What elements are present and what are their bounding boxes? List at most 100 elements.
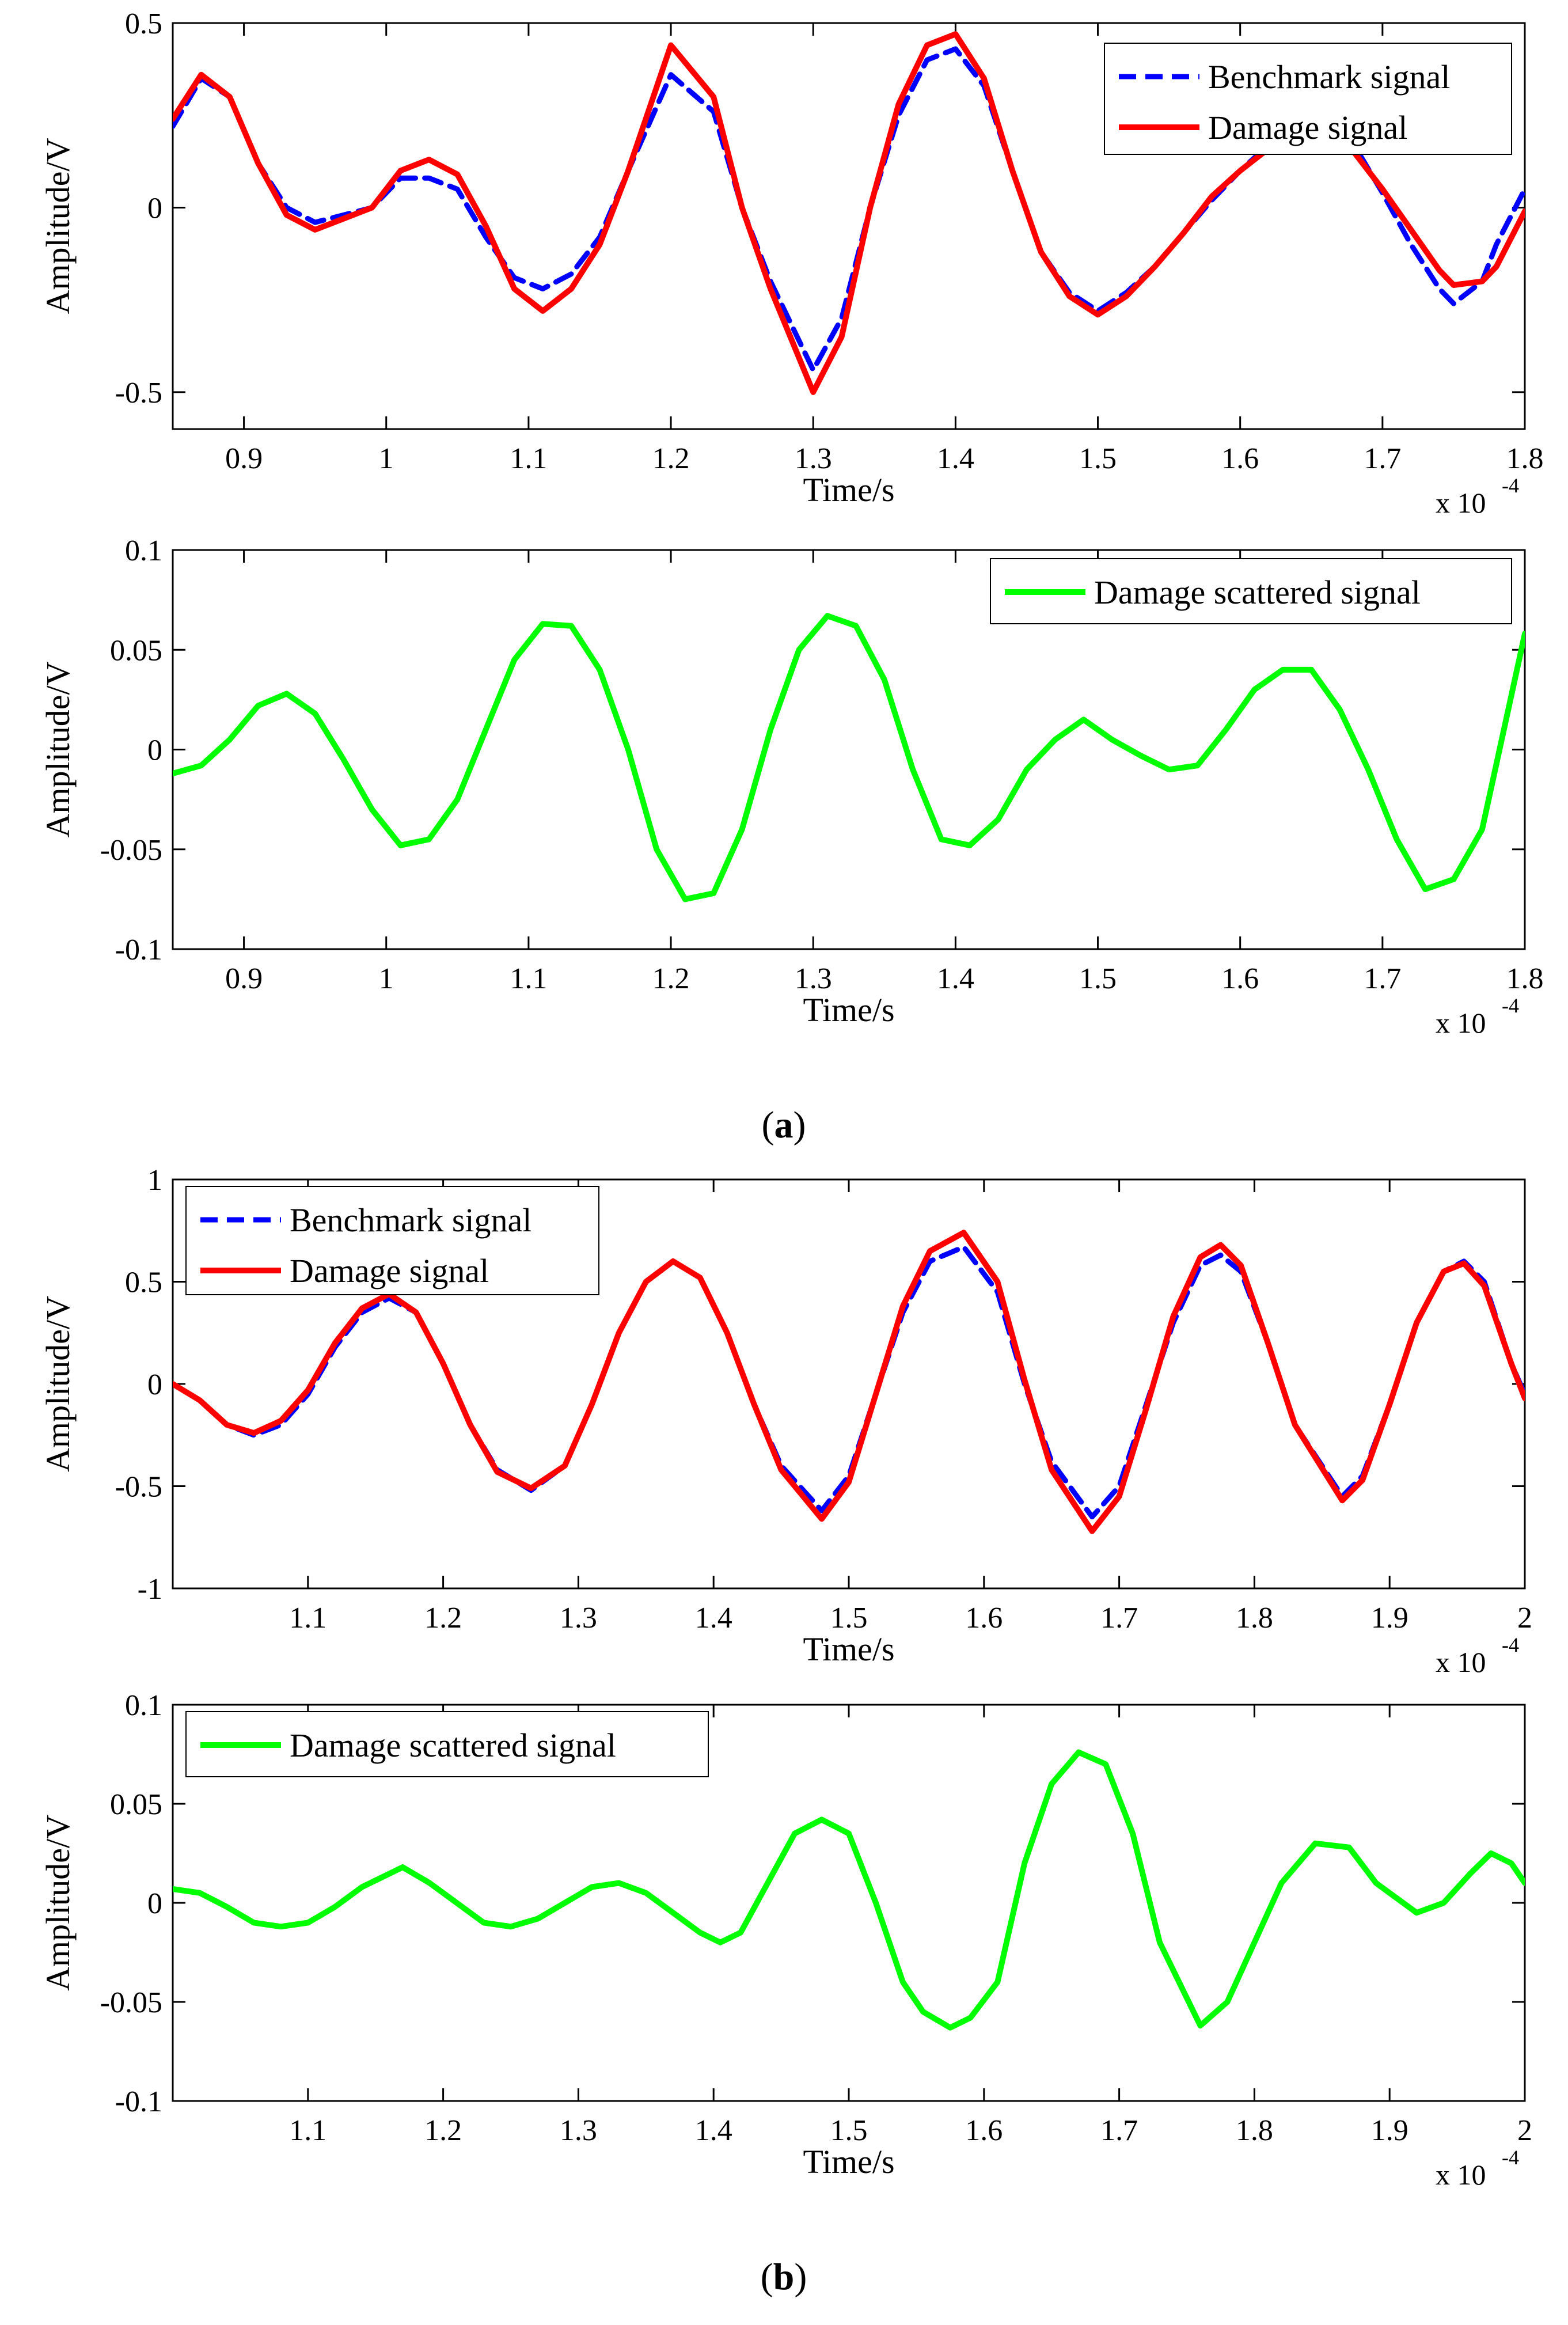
- x-tick-label: 2: [1517, 1602, 1532, 1634]
- x-tick-label: 1.4: [695, 1602, 732, 1634]
- y-tick-label: 0.1: [125, 1689, 162, 1722]
- x-axis-label: Time/s: [803, 991, 894, 1029]
- series-group: [173, 1749, 1525, 2031]
- y-tick-label: 0.5: [125, 1266, 162, 1299]
- legend-label: Benchmark signal: [290, 1201, 531, 1239]
- legend: Damage scattered signal: [990, 558, 1512, 624]
- chart-panel-a-top: 0.9 1 1.1 1.2 1.3 1.4 1.5 1.6 1.7 1.8 -0.5 0 0.5 Time…: [39, 7, 1544, 519]
- y-tick-label: 0: [147, 1887, 162, 1920]
- y-tick-label: 0.05: [110, 1788, 162, 1821]
- x-multiplier-label: x 10: [1436, 1007, 1486, 1039]
- x-tick-label: 1.4: [937, 442, 974, 475]
- x-tick-label: 1.1: [510, 962, 547, 995]
- y-tick-label: -1: [138, 1573, 162, 1606]
- legend-label: Damage signal: [290, 1252, 489, 1289]
- x-tick-label: 0.9: [225, 962, 263, 995]
- x-tick-label: 1.5: [830, 2114, 868, 2147]
- figure-caption-b: (b): [761, 2256, 807, 2298]
- y-tick-label: 0: [147, 1368, 162, 1401]
- y-axis-label: Amplitude/V: [39, 1815, 77, 1991]
- legend-box: [185, 1186, 599, 1295]
- y-tick-label: 0: [147, 192, 162, 225]
- x-tick-label: 1.5: [1079, 442, 1117, 475]
- x-tick-label: 1.5: [1079, 962, 1117, 995]
- series-group: [173, 1230, 1525, 1534]
- x-multiplier-label: x 10: [1436, 1646, 1486, 1678]
- y-tick-label: 0: [147, 734, 162, 767]
- y-tick-label: -0.05: [100, 1986, 162, 2019]
- x-axis-label: Time/s: [803, 471, 894, 509]
- x-tick-label: 1.6: [965, 2114, 1003, 2147]
- legend: Benchmark signal Damage signal: [1104, 43, 1512, 155]
- y-tick-label: 0.1: [125, 534, 162, 567]
- legend: Benchmark signal Damage signal: [185, 1186, 599, 1295]
- y-tick-label: 0.05: [110, 634, 162, 667]
- x-tick-label: 1.7: [1364, 962, 1401, 995]
- legend-label: Damage scattered signal: [1094, 574, 1421, 611]
- legend-label: Damage scattered signal: [290, 1727, 616, 1764]
- series-line-damage-signal: [173, 1230, 1525, 1534]
- y-tick-label: -0.5: [115, 377, 162, 409]
- x-tick-label: 1.5: [830, 1602, 868, 1634]
- chart-panel-b-top: 1.1 1.2 1.3 1.4 1.5 1.6 1.7 1.8 1.9 2 -1 -0.5 0 0.5 1 T…: [39, 1164, 1532, 1678]
- x-multiplier-exponent: -4: [1502, 994, 1519, 1017]
- series-line-damage-scattered-signal: [173, 1749, 1525, 2031]
- x-multiplier-label: x 10: [1436, 2159, 1486, 2191]
- legend-label: Damage signal: [1208, 109, 1407, 146]
- y-tick-label: 1: [147, 1164, 162, 1197]
- x-tick-label: 1.4: [695, 2114, 732, 2147]
- series-group: [173, 613, 1525, 902]
- y-tick-label: -0.1: [115, 2085, 162, 2118]
- y-tick-label: -0.5: [115, 1471, 162, 1504]
- x-tick-label: 1.7: [1100, 1602, 1138, 1634]
- legend-label: Benchmark signal: [1208, 58, 1450, 96]
- x-tick-label: 1.9: [1371, 1602, 1408, 1634]
- x-tick-label: 2: [1517, 2114, 1532, 2147]
- x-tick-label: 1.8: [1506, 962, 1544, 995]
- y-axis-label: Amplitude/V: [39, 1296, 77, 1472]
- x-tick-label: 1.2: [652, 962, 690, 995]
- x-tick-label: 1.1: [289, 1602, 326, 1634]
- caption-letter: b: [773, 2256, 795, 2298]
- x-tick-label: 1.4: [937, 962, 974, 995]
- legend: Damage scattered signal: [185, 1711, 709, 1777]
- caption-letter: a: [774, 1104, 794, 1146]
- x-tick-label: 1.3: [560, 2114, 597, 2147]
- x-tick-label: 1.7: [1364, 442, 1401, 475]
- y-tick-label: 0.5: [125, 7, 162, 40]
- y-tick-label: -0.05: [100, 834, 162, 867]
- x-axis-label: Time/s: [803, 1630, 894, 1668]
- series-line-damage-scattered-signal: [173, 613, 1525, 902]
- x-tick-label: 1.6: [1221, 962, 1259, 995]
- chart-panel-a-bottom: 0.9 1 1.1 1.2 1.3 1.4 1.5 1.6 1.7 1.8 -0.1 -0.05 0 0.…: [39, 534, 1544, 1039]
- chart-panel-b-bottom: 1.1 1.2 1.3 1.4 1.5 1.6 1.7 1.8 1.9 2 -0.1 -0.05 0 0.…: [39, 1689, 1532, 2191]
- x-tick-label: 1.8: [1236, 2114, 1273, 2147]
- x-tick-label: 1.2: [424, 1602, 462, 1634]
- x-tick-label: 1.1: [510, 442, 547, 475]
- x-multiplier-exponent: -4: [1502, 474, 1519, 497]
- x-tick-label: 1.9: [1371, 2114, 1408, 2147]
- x-tick-label: 1.3: [795, 442, 832, 475]
- x-tick-label: 1.2: [652, 442, 690, 475]
- x-multiplier-exponent: -4: [1502, 2146, 1519, 2169]
- x-tick-label: 1.8: [1506, 442, 1544, 475]
- y-axis-label: Amplitude/V: [39, 138, 77, 314]
- x-multiplier-label: x 10: [1436, 487, 1486, 519]
- x-tick-label: 1.3: [560, 1602, 597, 1634]
- x-tick-label: 1.6: [965, 1602, 1003, 1634]
- x-tick-label: 1.2: [424, 2114, 462, 2147]
- x-tick-label: 1.8: [1236, 1602, 1273, 1634]
- x-tick-label: 1: [379, 442, 394, 475]
- x-tick-label: 1.1: [289, 2114, 326, 2147]
- x-tick-label: 1.7: [1100, 2114, 1138, 2147]
- x-multiplier-exponent: -4: [1502, 1633, 1519, 1656]
- x-tick-label: 0.9: [225, 442, 263, 475]
- x-tick-label: 1.6: [1221, 442, 1259, 475]
- legend-box: [1104, 43, 1512, 155]
- y-axis-label: Amplitude/V: [39, 661, 77, 837]
- figure-caption-a: (a): [762, 1104, 806, 1146]
- y-tick-label: -0.1: [115, 934, 162, 966]
- x-tick-label: 1.3: [795, 962, 832, 995]
- x-tick-label: 1: [379, 962, 394, 995]
